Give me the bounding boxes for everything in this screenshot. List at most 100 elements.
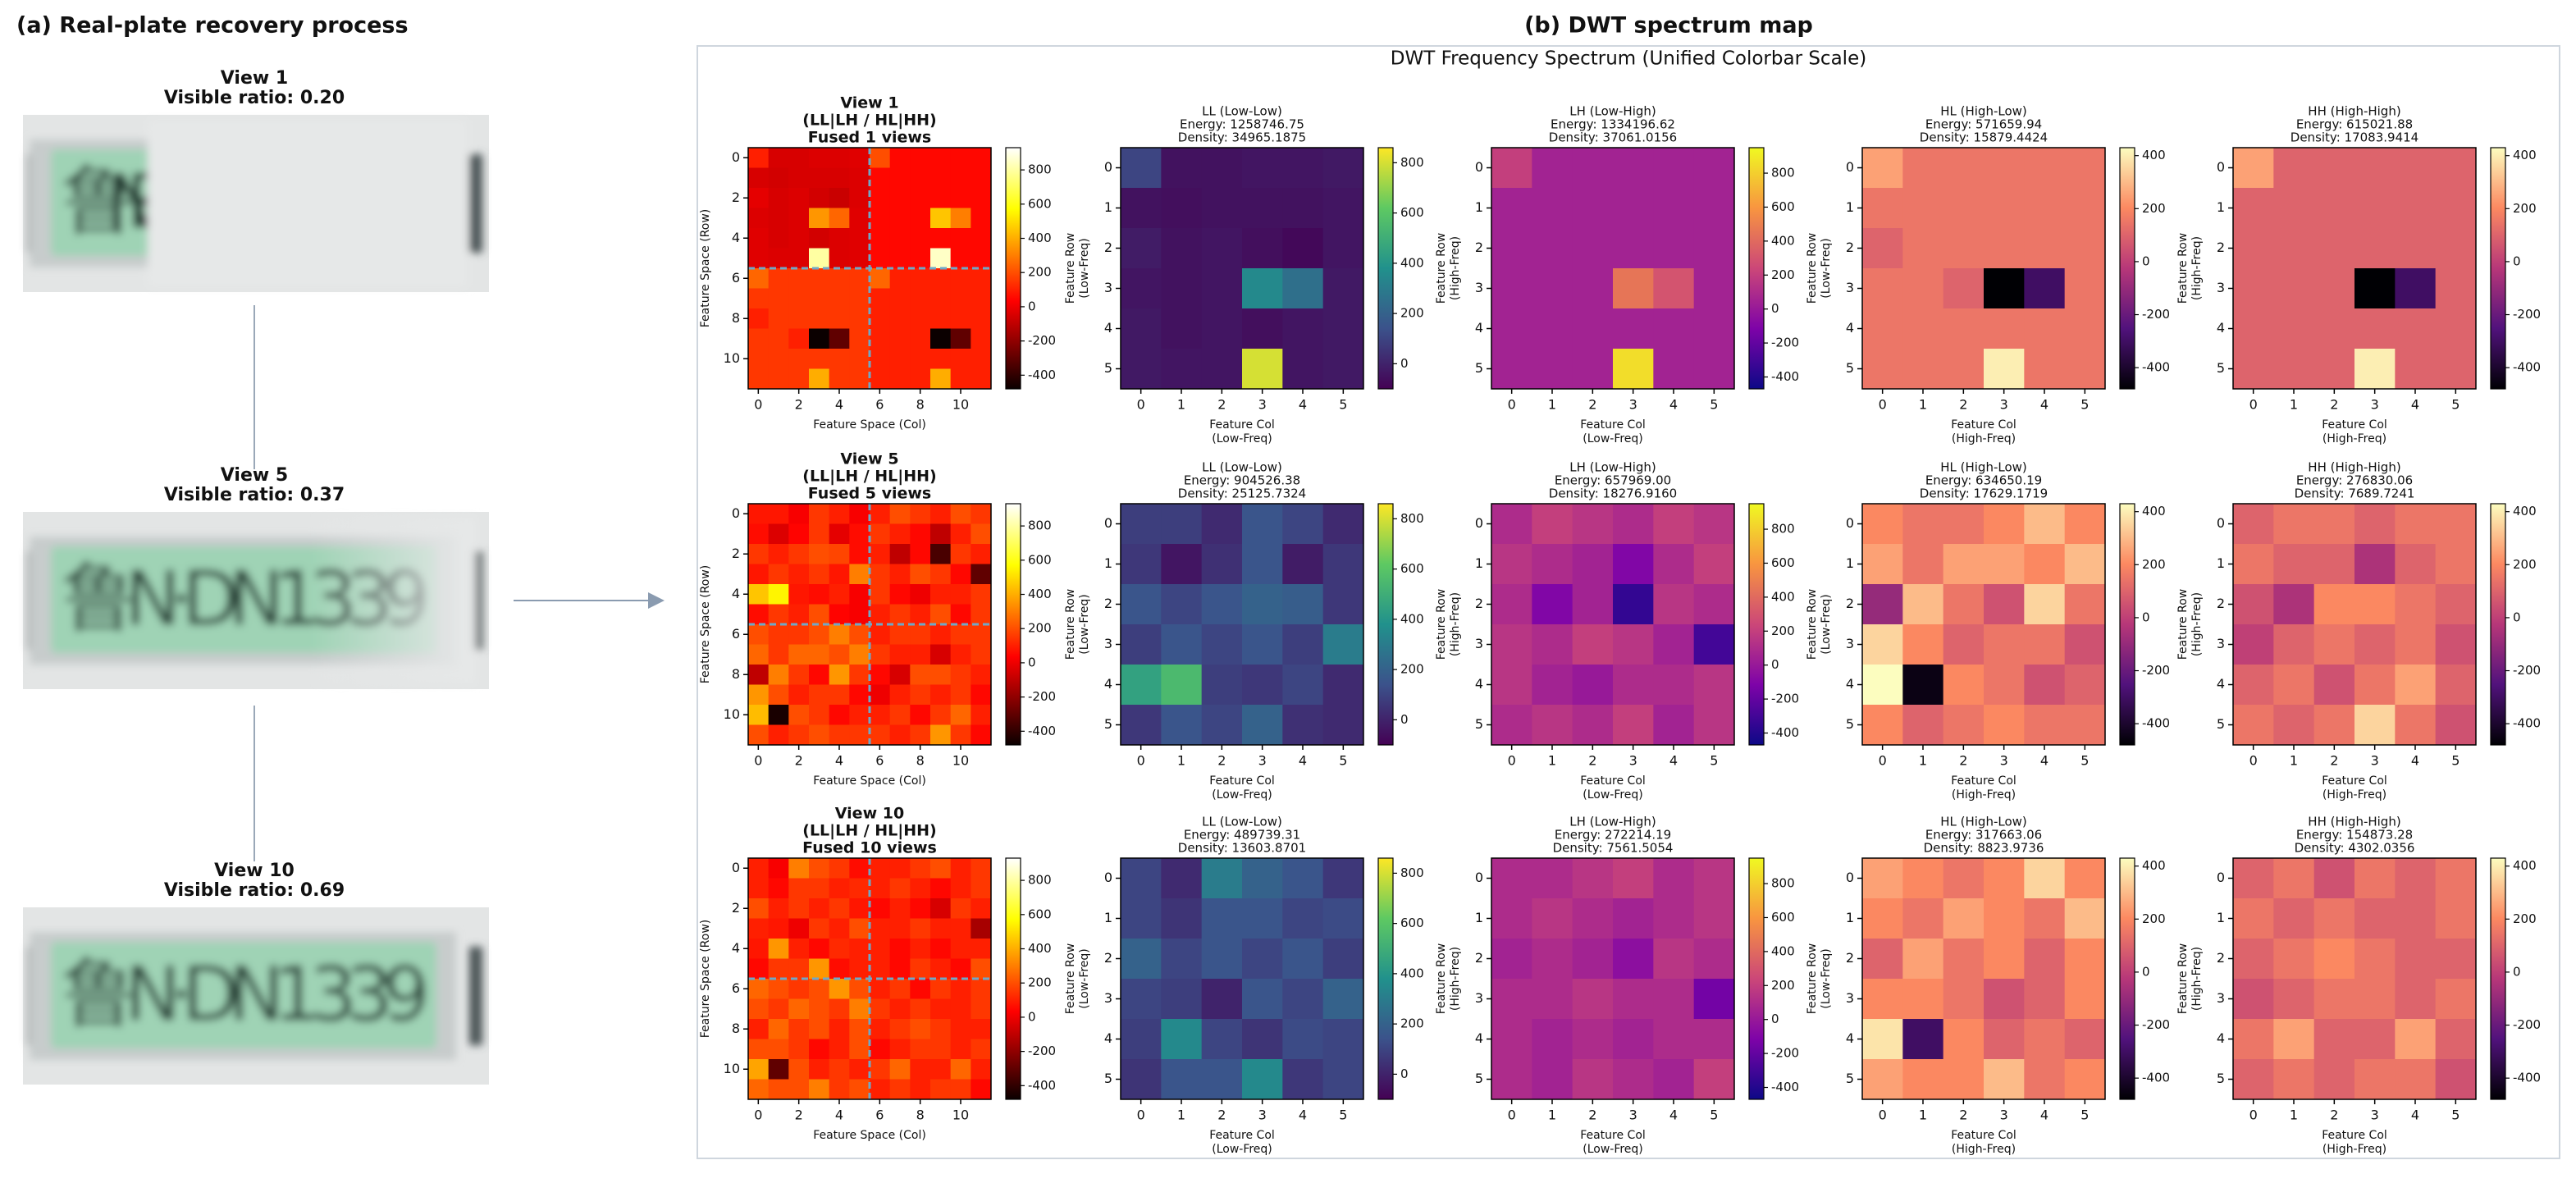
x-axis-label: Feature Col [2322,774,2387,788]
heatmap-cell [1201,544,1243,585]
heatmap-cell [1532,858,1573,899]
heatmap-cell [788,705,810,725]
heatmap-cell [829,705,850,725]
heatmap-cell [788,644,810,665]
heatmap-cell [971,979,992,999]
heatmap-cell [2354,504,2396,545]
heatmap-cell [1613,979,1654,1020]
heatmap-cell [1282,1019,1324,1060]
heatmap-cell [910,898,931,919]
x-tick-label: 0 [1137,397,1145,413]
heatmap-cell [950,148,971,168]
heatmap-cell [1532,624,1573,665]
y-tick-label: 2 [1475,596,1483,611]
heatmap-cell [950,208,971,229]
heatmap-cell [788,523,810,545]
heatmap-cell [950,504,971,524]
heatmap-cell [1902,349,1944,390]
heatmap-cell [2395,1059,2437,1100]
y-tick-label: 10 [724,350,740,366]
colorbar-tick-label: 200 [1771,978,1795,993]
y-tick-label: 5 [1846,1071,1854,1086]
colorbar-tick-label: 0 [1771,657,1779,672]
heatmap-cell [1242,858,1283,899]
heatmap-cell [1572,705,1614,746]
heatmap-cell [2064,979,2106,1020]
heatmap-cell [2233,268,2274,309]
heatmap-cell [829,724,850,746]
heatmap: 0 1 2 3 4 5 0 1 2 3 4 5 LH (Low-High)Energy: 272214.… [1435,815,1799,1157]
heatmap-title: Energy: 1334196.62 [1551,117,1675,132]
y-axis-label: Feature Space (Row) [699,565,712,684]
heatmap-cell [788,148,810,168]
heatmap-cell [889,208,911,229]
x-tick-label: 4 [2411,753,2419,769]
colorbar [1377,857,1394,1100]
colorbar-tick-label: -200 [2142,663,2170,678]
heatmap-cell [849,368,870,390]
plot-frame [1861,147,2106,390]
colorbar-tick-label: 200 [1400,306,1424,321]
heatmap-cell [1693,228,1735,269]
heatmap-cell [1613,188,1654,229]
heatmap-cell [1532,188,1573,229]
heatmap-cell [1862,584,1903,625]
heatmap: 0 1 2 3 4 5 0 1 2 3 4 5 HL (High-Low)Energy: 634650.… [1806,460,2170,802]
colorbar [1005,503,1021,746]
heatmap-cell [768,544,789,564]
heatmap-cell [889,898,911,919]
heatmap-cell [1862,858,1903,899]
x-tick-label: 0 [1137,1108,1145,1123]
heatmap-cell [1532,898,1573,939]
x-axis-label: (Low-Freq) [1583,1143,1643,1156]
heatmap-cell [971,148,992,168]
colorbar-tick-label: 0 [2513,254,2521,268]
colorbar-tick-label: 400 [1028,941,1052,956]
heatmap-cell [748,1079,770,1100]
heatmap-cell [809,248,830,269]
heatmap: 0 1 2 3 4 5 0 1 2 3 4 5 HH (High-High)Energy: 154873… [2176,815,2541,1157]
heatmap-cell [829,979,850,999]
heatmap-cell [1282,349,1324,390]
heatmap-cell [1201,268,1243,309]
heatmap-cell [1491,228,1532,269]
x-tick-label: 0 [1508,397,1516,413]
y-tick-label: 3 [1104,990,1112,1006]
heatmap-cell [870,308,891,329]
heatmap-cell [1943,624,1985,665]
x-tick-label: 2 [1217,753,1226,769]
heatmap-cell [1943,349,1985,390]
heatmap-title: Energy: 571659.94 [1925,117,2042,132]
x-tick-label: 1 [1177,753,1185,769]
heatmap-cell [1121,148,1162,189]
view-title: View 10 [214,861,295,881]
heatmap-cell [788,504,810,524]
heatmap-cell [849,958,870,980]
x-tick-label: 3 [1629,397,1637,413]
plate-image: 鲁N·DN1339 [23,907,489,1085]
x-axis-label: Feature Col [1580,418,1646,432]
x-axis-label: (Low-Freq) [1583,432,1643,445]
heatmap-cell [2313,1059,2355,1100]
heatmap-cell [1613,898,1654,939]
heatmap-title: Energy: 904526.38 [1184,473,1300,488]
heatmap-cell [1201,979,1243,1020]
heatmap-cell [2233,504,2274,545]
heatmap-cell [870,918,891,939]
heatmap-cell [950,228,971,249]
heatmap-cell [1121,544,1162,585]
heatmap-cell [849,167,870,189]
heatmap-cell [1613,544,1654,585]
heatmap-cell [1242,268,1283,309]
heatmap-cell [768,979,789,999]
heatmap-cell [971,544,992,564]
colorbar-tick-label: 0 [2513,964,2521,979]
heatmap-cell [1161,665,1203,706]
heatmap-cell [910,604,931,625]
heatmap-cell [1902,858,1944,899]
heatmap-cell [768,1039,789,1060]
heatmap-cell [1491,898,1532,939]
heatmap-cell [788,248,810,269]
heatmap-cell [889,564,911,585]
heatmap-cell [809,644,830,665]
